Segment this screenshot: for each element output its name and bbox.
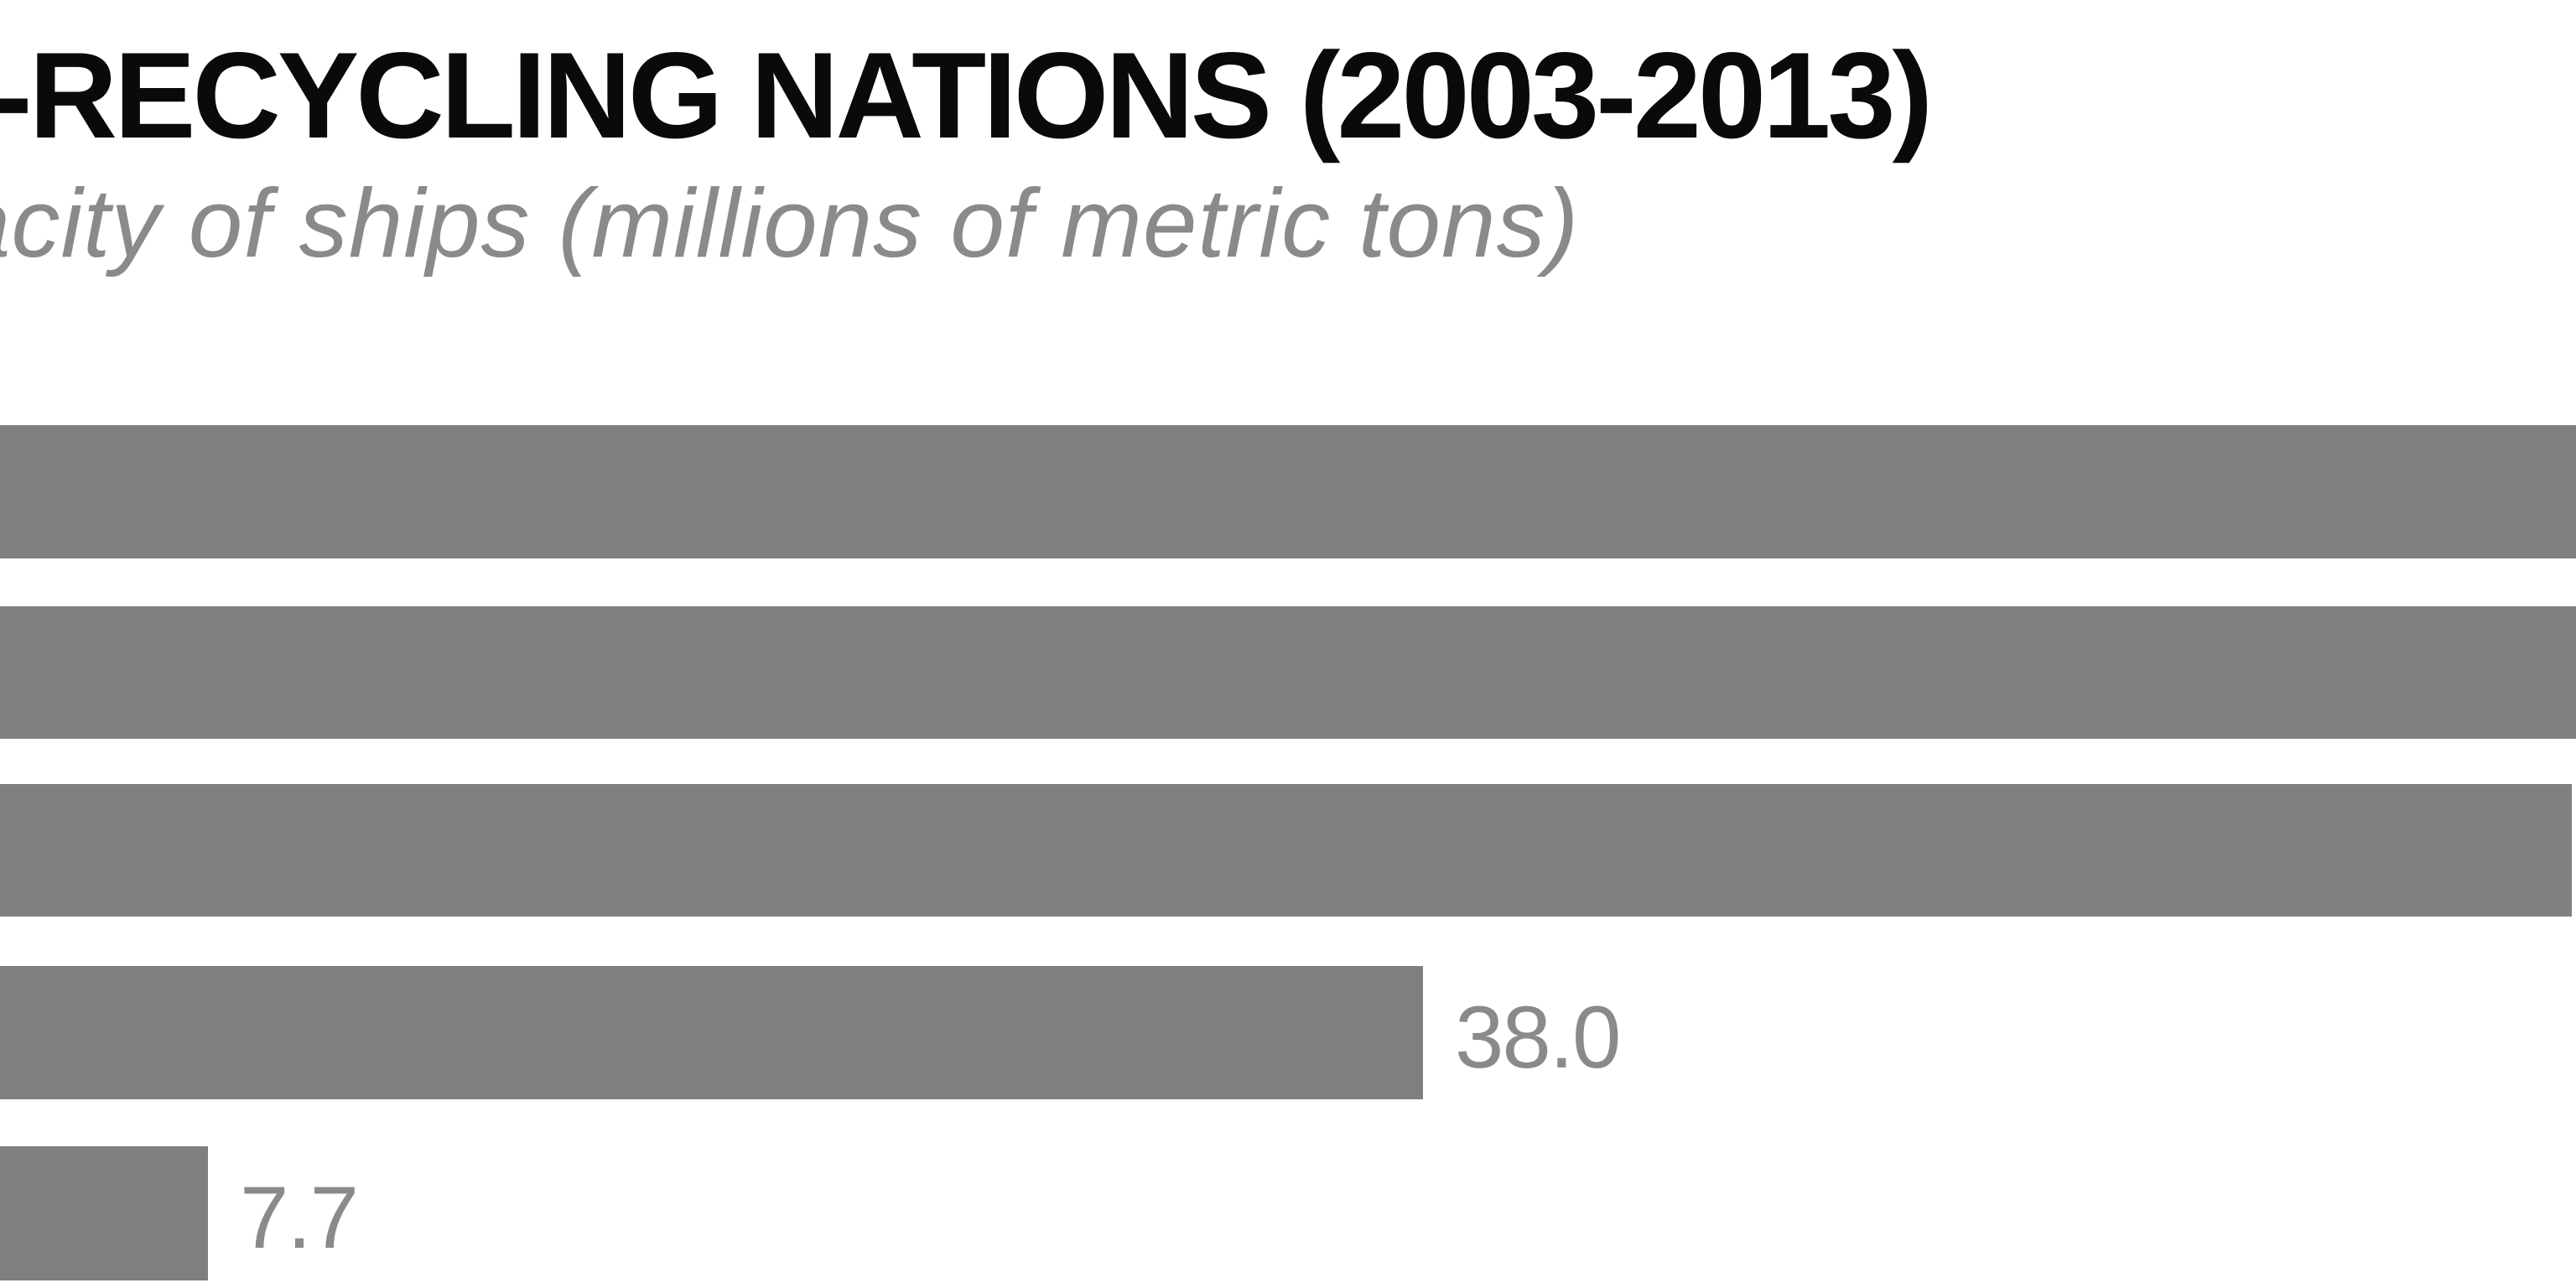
page-subtitle: acity of ships (millions of metric tons) bbox=[0, 169, 1580, 278]
page-title: -RECYCLING NATIONS (2003-2013) bbox=[0, 27, 1933, 164]
bar-value-label: 7.7 bbox=[240, 1169, 359, 1267]
bar-value-label: 38.0 bbox=[1455, 989, 1621, 1087]
bar-row-3 bbox=[0, 784, 2572, 917]
bar-row-4 bbox=[0, 966, 1423, 1099]
bar-row-1 bbox=[0, 425, 2576, 558]
bar-row-2 bbox=[0, 606, 2576, 739]
bar-row-5 bbox=[0, 1146, 208, 1280]
